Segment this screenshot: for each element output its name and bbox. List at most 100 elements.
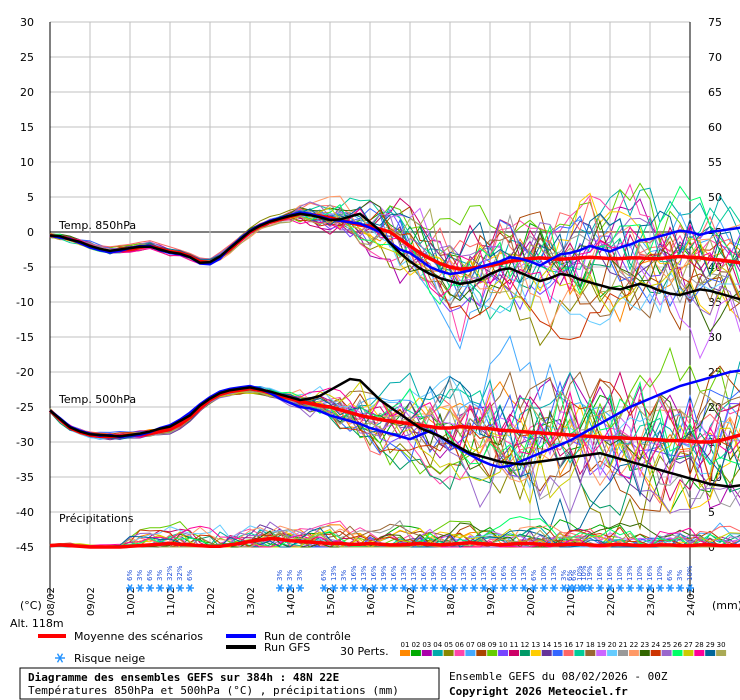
snow-risk-percent: 13% — [400, 565, 408, 581]
left-tick-label: 15 — [20, 121, 34, 134]
legend-perts-label: 30 Perts. — [340, 645, 389, 658]
pert-swatch — [705, 650, 716, 656]
ensemble-member-line — [49, 208, 740, 305]
snow-risk-percent: 13% — [460, 565, 468, 581]
snow-risk-percent: 10% — [450, 565, 458, 581]
pert-swatch — [421, 650, 432, 656]
pert-swatch — [530, 650, 541, 656]
snow-risk-percent: 16% — [470, 565, 478, 581]
left-tick-label: -40 — [16, 506, 34, 519]
snowflake-icon — [666, 584, 674, 592]
x-tick-label: 18/02 — [446, 587, 457, 616]
snow-risk-percent: 6% — [666, 570, 674, 581]
snowflake-icon — [400, 584, 408, 592]
snowflake-icon — [606, 584, 614, 592]
snow-risk-row: 6% 3% 6% 3% 32% 32% 6% 3% 3% 3% 6% 13% 3% 16% 13% 16% 19… — [126, 565, 694, 592]
snowflake-icon — [296, 584, 304, 592]
snowflake-icon — [380, 584, 388, 592]
snowflake-icon — [510, 584, 518, 592]
run-info: Ensemble GEFS du 08/02/2026 - 00Z — [449, 670, 668, 683]
x-tick-label: 10/02 — [126, 587, 137, 616]
snow-risk-percent: 3% — [136, 570, 144, 581]
pert-swatch — [694, 650, 705, 656]
legend-mean-label: Moyenne des scénarios — [74, 630, 203, 643]
right-axis-unit: (mm) — [712, 599, 740, 612]
snowflake-icon — [390, 584, 398, 592]
left-tick-label: -35 — [16, 471, 34, 484]
snowflake-icon — [586, 584, 594, 592]
pert-number: 04 — [433, 641, 442, 649]
pert-number: 14 — [542, 641, 551, 649]
pert-number: 21 — [619, 641, 628, 649]
pert-number: 11 — [510, 641, 519, 649]
pert-swatch — [563, 650, 574, 656]
pert-number: 12 — [520, 641, 529, 649]
snowflake-icon — [186, 584, 194, 592]
snow-risk-percent: 19% — [586, 565, 594, 581]
snow-risk-percent: 6% — [566, 570, 574, 581]
snow-risk-percent: 3% — [286, 570, 294, 581]
left-tick-label: 0 — [27, 226, 34, 239]
pert-number: 20 — [608, 641, 617, 649]
snow-risk-percent: 10% — [636, 565, 644, 581]
ensemble-member-line — [49, 206, 740, 284]
snowflake-icon — [286, 584, 294, 592]
left-tick-label: -25 — [16, 401, 34, 414]
pert-number: 13 — [531, 641, 540, 649]
snowflake-icon — [636, 584, 644, 592]
snowflake-icon — [340, 584, 348, 592]
ensemble-member-line — [49, 526, 740, 548]
pert-swatch — [498, 650, 509, 656]
left-tick-label: 10 — [20, 156, 34, 169]
x-tick-label: 23/02 — [646, 587, 657, 616]
snow-risk-percent: 6% — [530, 570, 538, 581]
snowflake-icon — [330, 584, 338, 592]
pert-number: 08 — [477, 641, 486, 649]
snowflake-icon — [490, 584, 498, 592]
left-tick-label: -30 — [16, 436, 34, 449]
snow-risk-percent: 19% — [380, 565, 388, 581]
snowflake-icon — [480, 584, 488, 592]
pert-number: 26 — [673, 641, 682, 649]
pert-swatch — [618, 650, 628, 656]
pert-number: 29 — [706, 641, 715, 649]
pert-number: 15 — [553, 641, 562, 649]
snow-risk-percent: 3% — [340, 570, 348, 581]
pert-swatch — [476, 650, 487, 656]
x-tick-label: 22/02 — [606, 587, 617, 616]
pert-swatch — [607, 650, 618, 656]
snowflake-icon — [430, 584, 438, 592]
snow-risk-percent: 10% — [510, 565, 518, 581]
snowflake-icon — [55, 653, 65, 663]
pert-swatch — [574, 650, 585, 656]
snow-risk-percent: 16% — [490, 565, 498, 581]
left-tick-label: 30 — [20, 16, 34, 29]
snowflake-icon — [540, 584, 548, 592]
snowflake-icon — [450, 584, 458, 592]
snow-risk-percent: 3% — [276, 570, 284, 581]
snowflake-icon — [520, 584, 528, 592]
snowflake-icon — [146, 584, 154, 592]
pert-swatch — [541, 650, 552, 656]
pert-swatch — [672, 650, 683, 656]
x-tick-label: 11/02 — [166, 587, 177, 616]
snow-risk-percent: 10% — [580, 565, 588, 581]
pert-swatch — [650, 650, 661, 656]
altitude-label: Alt. 118m — [10, 617, 64, 630]
x-tick-label: 16/02 — [366, 587, 377, 616]
series-line-t850 — [49, 212, 740, 301]
pert-swatch — [639, 650, 650, 656]
snow-risk-percent: 16% — [646, 565, 654, 581]
snowflake-icon — [656, 584, 664, 592]
snowflake-icon — [576, 584, 584, 592]
snow-risk-percent: 10% — [616, 565, 624, 581]
snowflake-icon — [320, 584, 328, 592]
pert-number: 28 — [695, 641, 704, 649]
snow-risk-percent: 19% — [430, 565, 438, 581]
snow-risk-percent: 32% — [176, 565, 184, 581]
pert-swatch — [487, 650, 498, 656]
snowflake-icon — [500, 584, 508, 592]
snow-risk-percent: 6% — [186, 570, 194, 581]
